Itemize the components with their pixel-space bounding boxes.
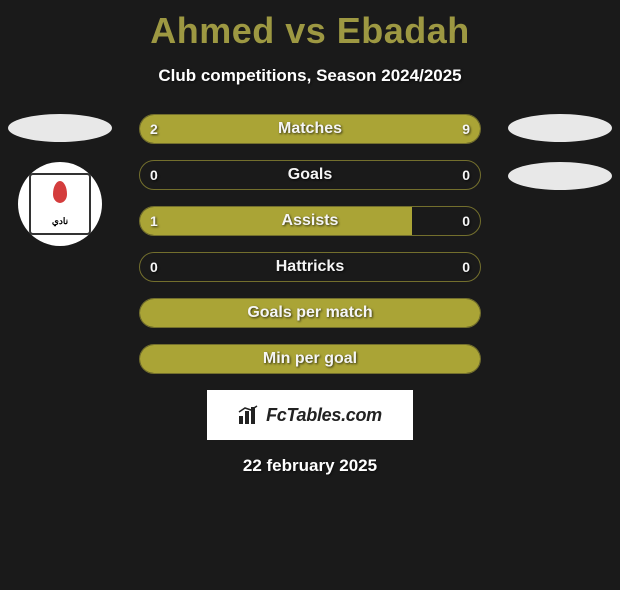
brand-footer: FcTables.com — [207, 390, 413, 440]
stat-row: 00Goals — [139, 160, 481, 190]
comparison-chart: نادي 29Matches 00Goals 10Assists 00Hattrick… — [0, 114, 620, 374]
stat-label: Goals — [140, 161, 480, 189]
brand-text: FcTables.com — [266, 405, 382, 426]
club-crest-left: نادي — [18, 162, 102, 246]
left-player-badges: نادي — [8, 114, 112, 246]
stat-label: Assists — [140, 207, 480, 235]
stat-row: 29Matches — [139, 114, 481, 144]
stat-row: 00Hattricks — [139, 252, 481, 282]
stats-container: 29Matches 00Goals 10Assists 00Hattricks Goal… — [139, 114, 481, 374]
stat-label: Matches — [140, 115, 480, 143]
stat-label: Min per goal — [140, 345, 480, 373]
crest-flame-icon — [53, 181, 67, 203]
right-player-badges — [508, 114, 612, 210]
stat-label: Hattricks — [140, 253, 480, 281]
chart-bars-icon — [238, 405, 260, 425]
date-footer: 22 february 2025 — [0, 456, 620, 476]
crest-text: نادي — [31, 216, 89, 227]
page-title: Ahmed vs Ebadah — [0, 10, 620, 52]
stat-label: Goals per match — [140, 299, 480, 327]
player-badge-placeholder — [508, 114, 612, 142]
crest-inner-icon: نادي — [29, 173, 91, 235]
stat-row: Goals per match — [139, 298, 481, 328]
player-badge-placeholder — [508, 162, 612, 190]
stat-row: 10Assists — [139, 206, 481, 236]
page-subtitle: Club competitions, Season 2024/2025 — [0, 66, 620, 86]
player-badge-placeholder — [8, 114, 112, 142]
stat-row: Min per goal — [139, 344, 481, 374]
